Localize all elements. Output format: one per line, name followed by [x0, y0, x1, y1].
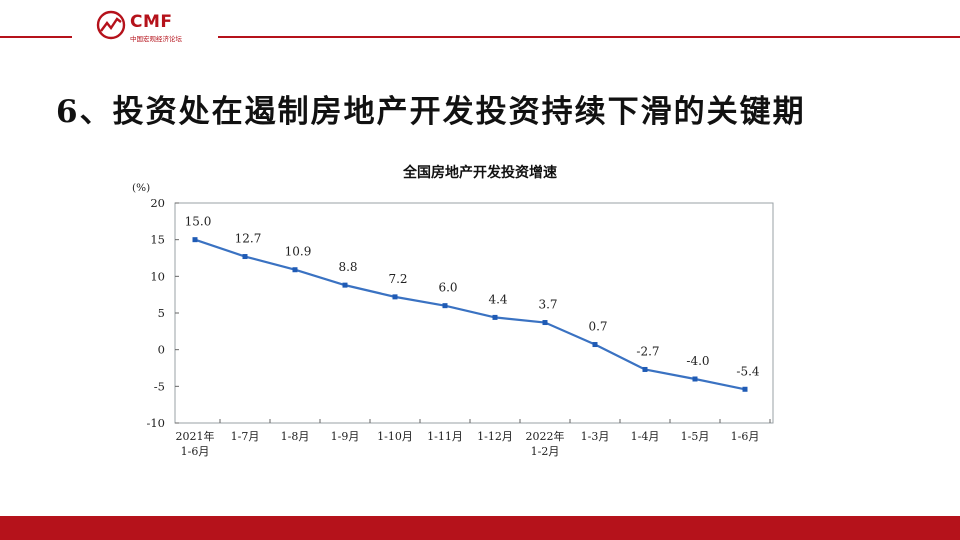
data-point: [442, 303, 448, 309]
data-label: 0.7: [588, 320, 607, 334]
slide-title: 6、投资处在遏制房地产开发投资持续下滑的关键期: [56, 94, 806, 130]
x-tick-label: 1-11月: [427, 430, 463, 443]
data-point: [292, 267, 298, 273]
data-label: -4.0: [686, 354, 709, 368]
data-point: [592, 342, 598, 348]
x-tick-label: 1-3月: [581, 430, 610, 443]
y-tick-label: 0: [158, 343, 165, 357]
data-point: [192, 237, 198, 243]
cmf-logo-icon: [96, 10, 126, 40]
y-tick-label: 5: [158, 306, 165, 320]
data-label: -5.4: [736, 364, 760, 378]
x-tick-label: 1-8月: [281, 430, 310, 443]
x-tick-label: 1-2月: [531, 445, 560, 458]
x-tick-label: 1-5月: [681, 430, 710, 443]
x-tick-label: 2022年: [526, 429, 565, 443]
chart-title: 全国房地产开发投资增速: [402, 164, 557, 181]
x-tick-label: 1-4月: [631, 430, 660, 443]
y-tick-label: 20: [150, 196, 165, 210]
x-tick-label: 2021年: [176, 429, 215, 443]
data-point: [542, 320, 548, 326]
cmf-logo: CMF 中国宏观经济论坛: [96, 8, 216, 43]
footer-bar: [0, 516, 960, 540]
data-label: 3.7: [538, 298, 557, 312]
header-rule-right: [218, 36, 960, 38]
y-tick-label: 15: [150, 233, 165, 247]
header-rule-left: [0, 36, 72, 38]
data-point: [742, 386, 748, 392]
logo-subtitle: 中国宏观经济论坛: [130, 35, 182, 43]
x-tick-label: 1-7月: [231, 430, 260, 443]
data-label: -2.7: [636, 344, 659, 358]
x-tick-label: 1-10月: [377, 430, 413, 443]
data-label: 10.9: [285, 245, 312, 259]
data-point: [642, 366, 648, 372]
data-label: 4.4: [488, 292, 507, 306]
data-point: [392, 294, 398, 300]
y-tick-label: -10: [146, 416, 165, 430]
x-tick-label: 1-6月: [731, 430, 760, 443]
y-tick-label: -5: [154, 379, 165, 393]
series-line: [194, 238, 746, 391]
logo-name: CMF: [130, 12, 173, 32]
chart-container: 全国房地产开发投资增速 (%) 20 15 10 5 0 -5 -10 2021年 1-6月 1-7月…: [110, 155, 790, 475]
line-chart: 全国房地产开发投资增速 (%)20 15 10 5 0 -5 -10 2021年 1-6月 1-7月…: [132, 164, 774, 458]
y-axis-unit: (%): [132, 182, 150, 194]
y-tick-label: 10: [150, 269, 165, 283]
x-tick-label: 1-9月: [331, 430, 360, 443]
data-label: 12.7: [235, 232, 262, 246]
data-point: [242, 254, 248, 260]
data-label: 8.8: [338, 260, 357, 274]
data-point: [492, 314, 498, 320]
data-point: [342, 282, 348, 288]
data-label: 7.2: [388, 272, 407, 286]
x-tick-label: 1-12月: [477, 430, 513, 443]
data-label: 15.0: [185, 215, 212, 229]
x-tick-label: 1-6月: [181, 445, 210, 458]
data-point: [692, 376, 698, 382]
data-label: 6.0: [438, 281, 457, 295]
